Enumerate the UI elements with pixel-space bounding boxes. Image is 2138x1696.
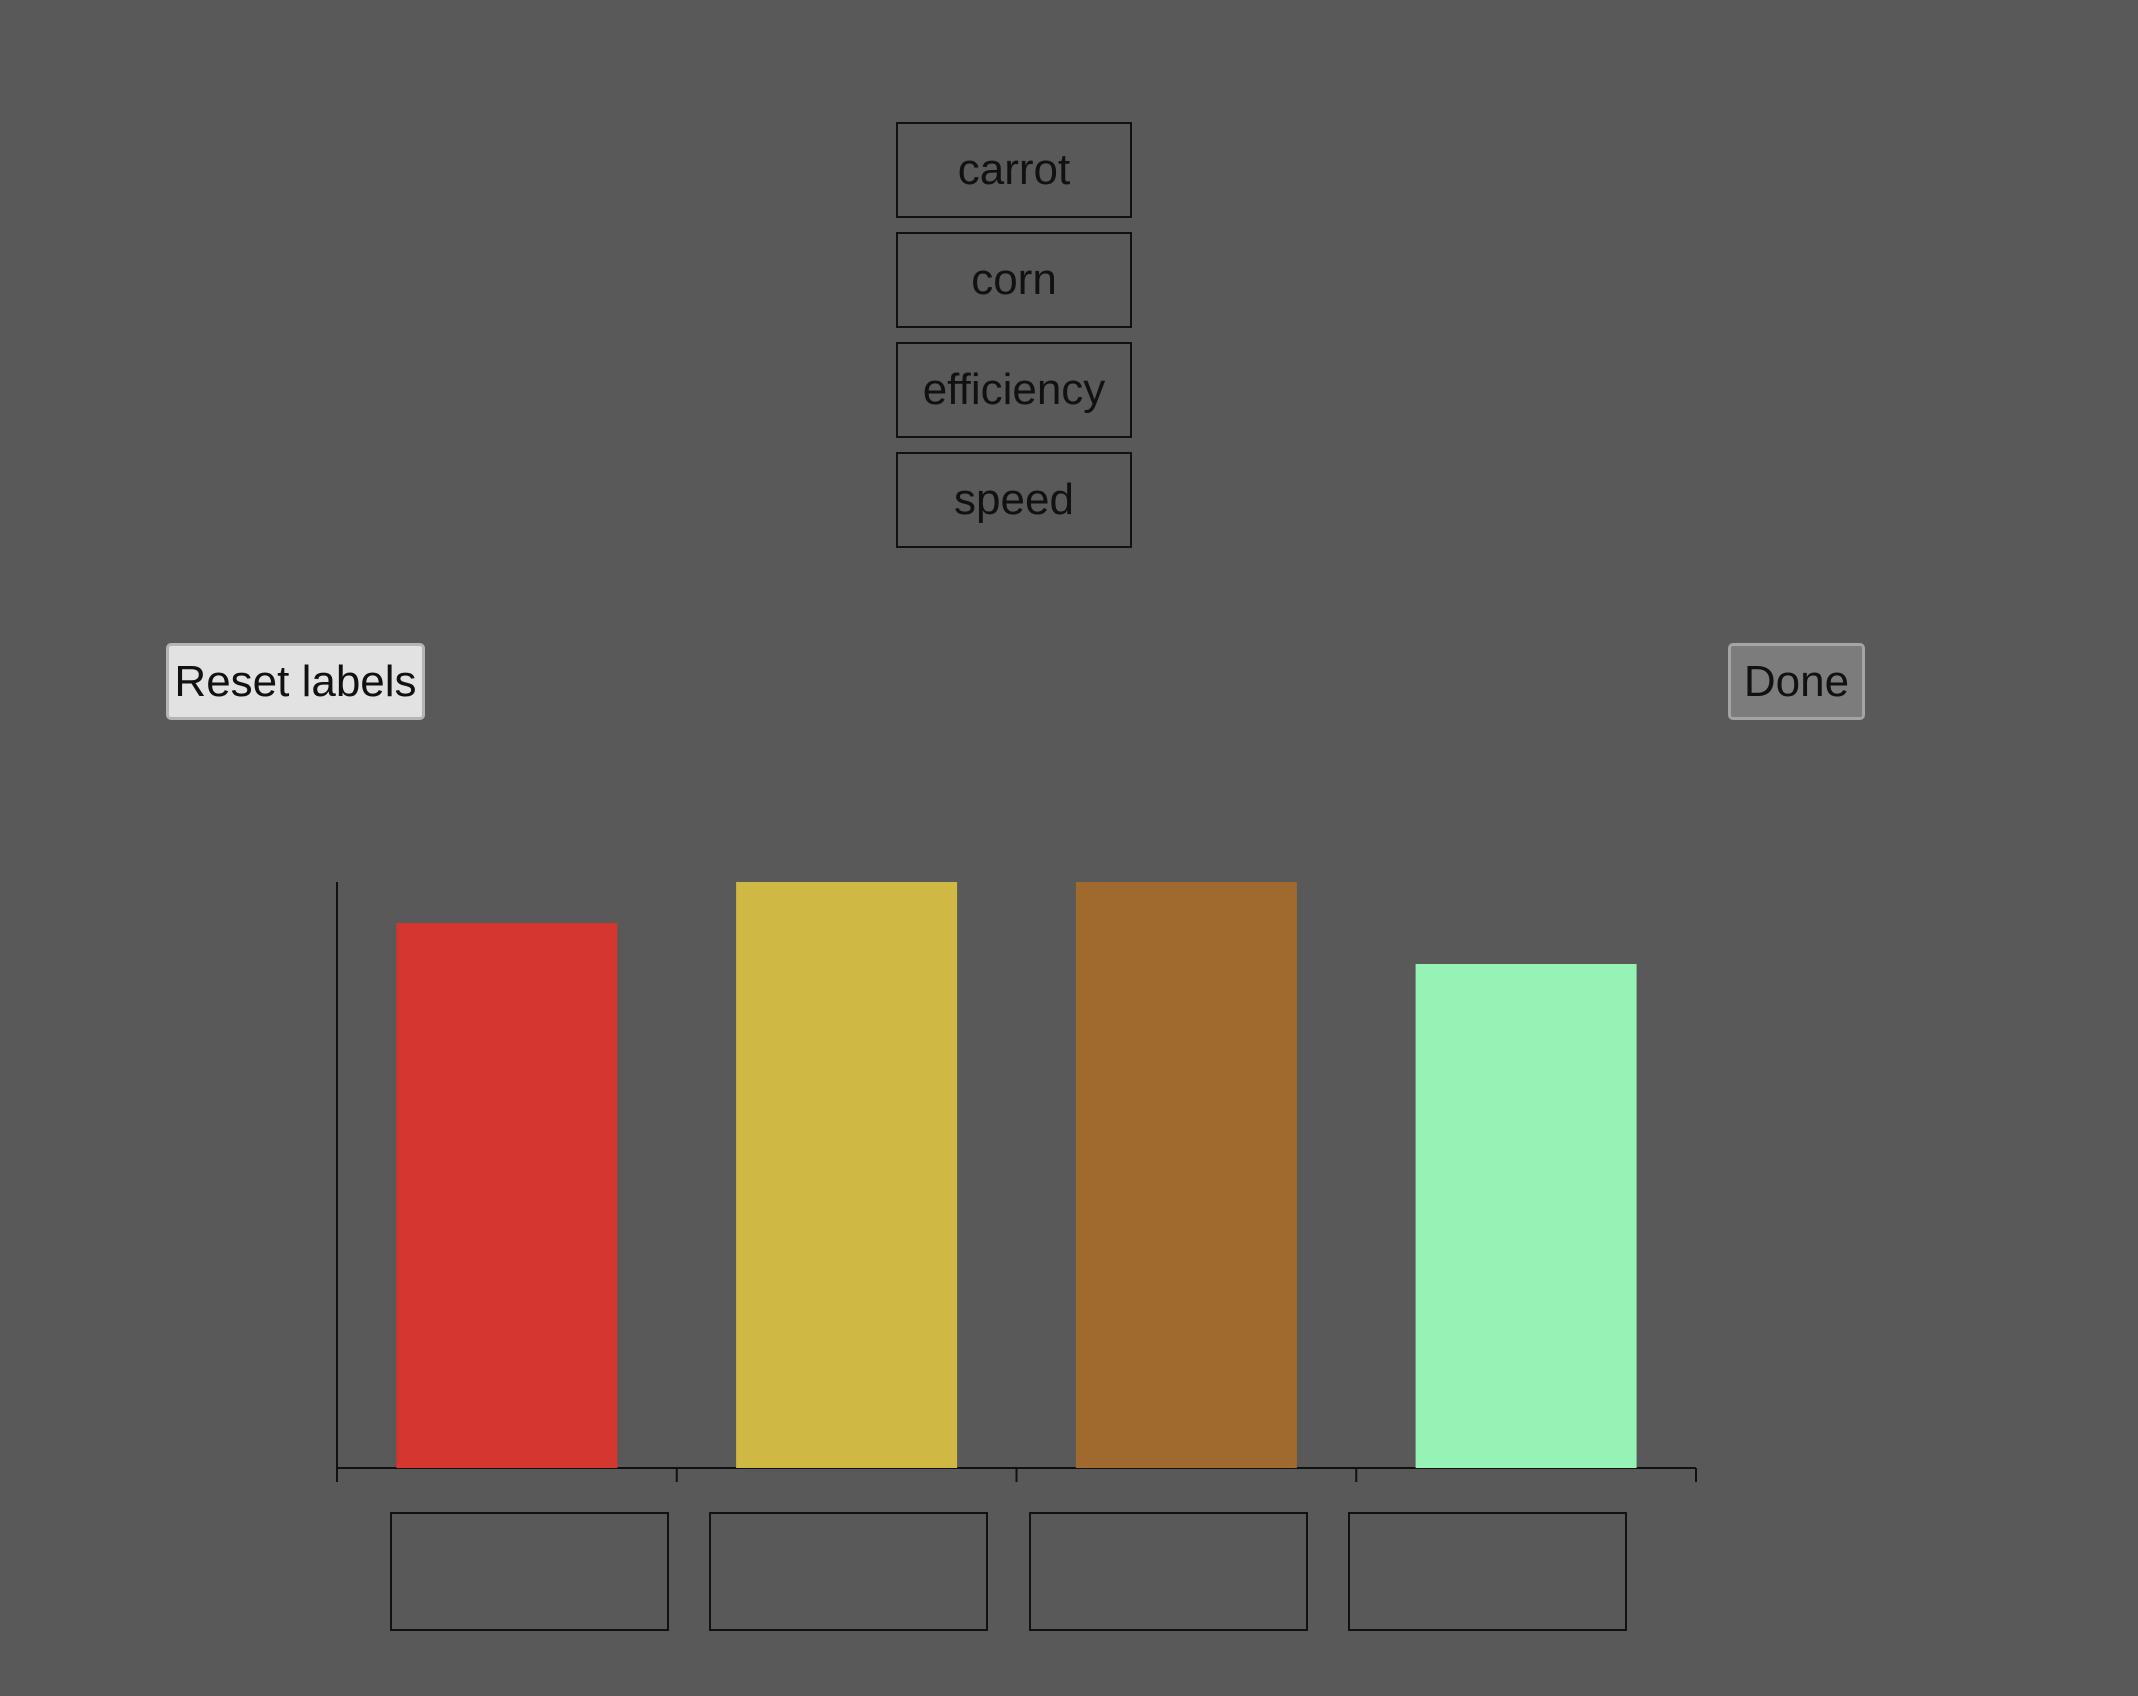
word-card-speed[interactable]: speed (896, 452, 1132, 548)
reset-labels-button[interactable]: Reset labels (166, 643, 425, 720)
label-drop-slot-2[interactable] (709, 1512, 988, 1631)
label-drop-slot-4[interactable] (1348, 1512, 1627, 1631)
label-drop-slot-1[interactable] (390, 1512, 669, 1631)
label-drop-slot-3[interactable] (1029, 1512, 1308, 1631)
word-card-corn[interactable]: corn (896, 232, 1132, 328)
word-card-efficiency[interactable]: efficiency (896, 342, 1132, 438)
bar-3 (1075, 882, 1297, 1468)
word-card-carrot[interactable]: carrot (896, 122, 1132, 218)
bar-4 (1415, 964, 1637, 1468)
x-axis-ticks (336, 1468, 1697, 1482)
bar-1 (396, 923, 618, 1468)
bar-2 (736, 882, 958, 1468)
bar-series (396, 882, 1637, 1468)
done-button[interactable]: Done (1728, 643, 1865, 720)
